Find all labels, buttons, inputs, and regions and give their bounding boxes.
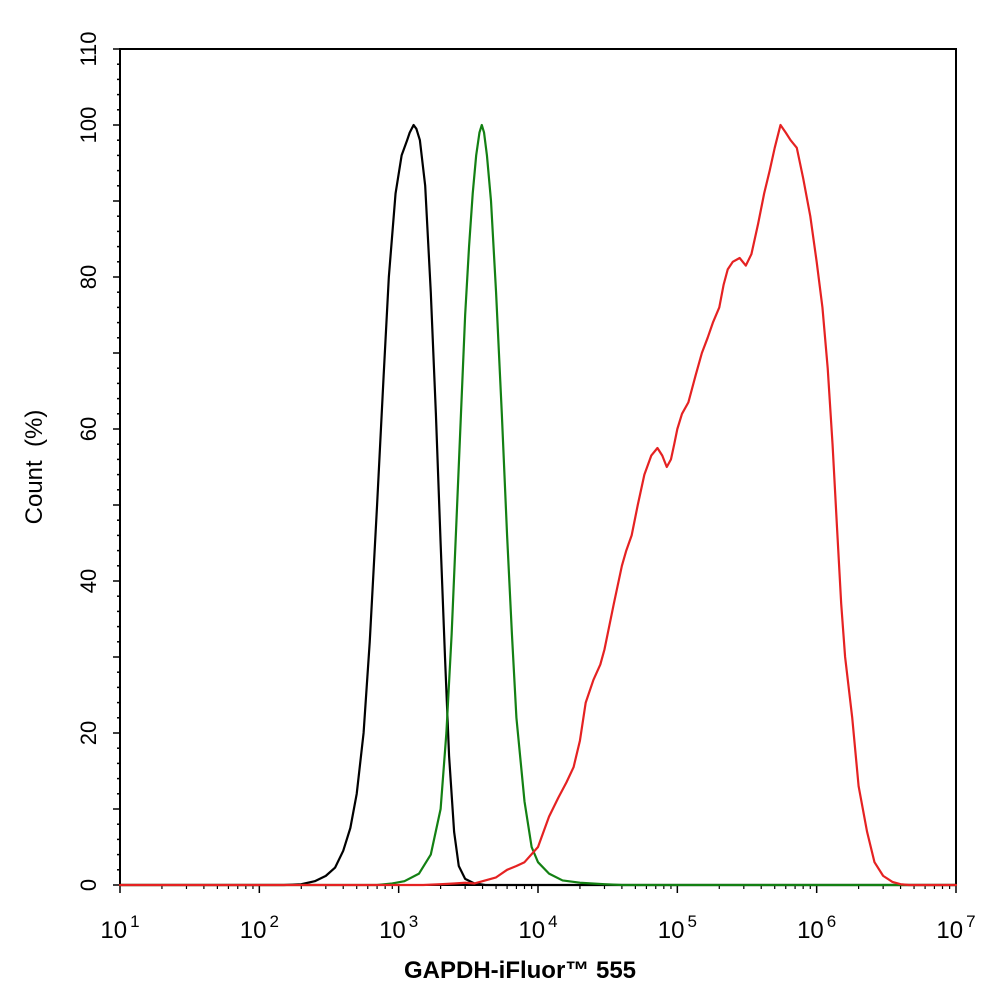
x-tick-label: 10 3 <box>379 912 418 944</box>
series-curve-3 <box>118 123 958 887</box>
x-tick-label: 10 2 <box>240 912 279 944</box>
x-tick-label: 10 7 <box>936 912 975 944</box>
y-tick-label: 20 <box>76 721 101 745</box>
y-tick-label: 60 <box>76 417 101 441</box>
x-tick-label: 10 6 <box>797 912 836 944</box>
series-curve-2 <box>118 123 958 887</box>
histogram-series <box>118 123 958 887</box>
y-tick-labels: 0 20 40 60 80 100 110 <box>76 31 101 891</box>
x-major-ticks <box>119 885 957 893</box>
x-tick-label: 10 1 <box>100 912 139 944</box>
y-tick-label: 40 <box>76 569 101 593</box>
y-major-ticks <box>113 48 120 886</box>
y-tick-label: 80 <box>76 265 101 289</box>
x-tick-label: 10 4 <box>518 912 557 944</box>
series-curve-1 <box>118 123 958 887</box>
y-tick-label: 0 <box>76 879 101 891</box>
plot-frame <box>119 48 957 886</box>
y-tick-label: 100 <box>76 107 101 144</box>
y-minor-ticks <box>117 63 120 871</box>
y-axis-title: Count (%) <box>21 410 48 525</box>
y-tick-label: 110 <box>76 31 101 66</box>
x-axis-title: GAPDH-iFluor™ 555 <box>404 957 636 984</box>
x-tick-label: 10 5 <box>658 912 697 944</box>
x-tick-labels: 10 1 10 2 10 3 10 4 10 5 10 6 10 7 <box>100 912 975 944</box>
